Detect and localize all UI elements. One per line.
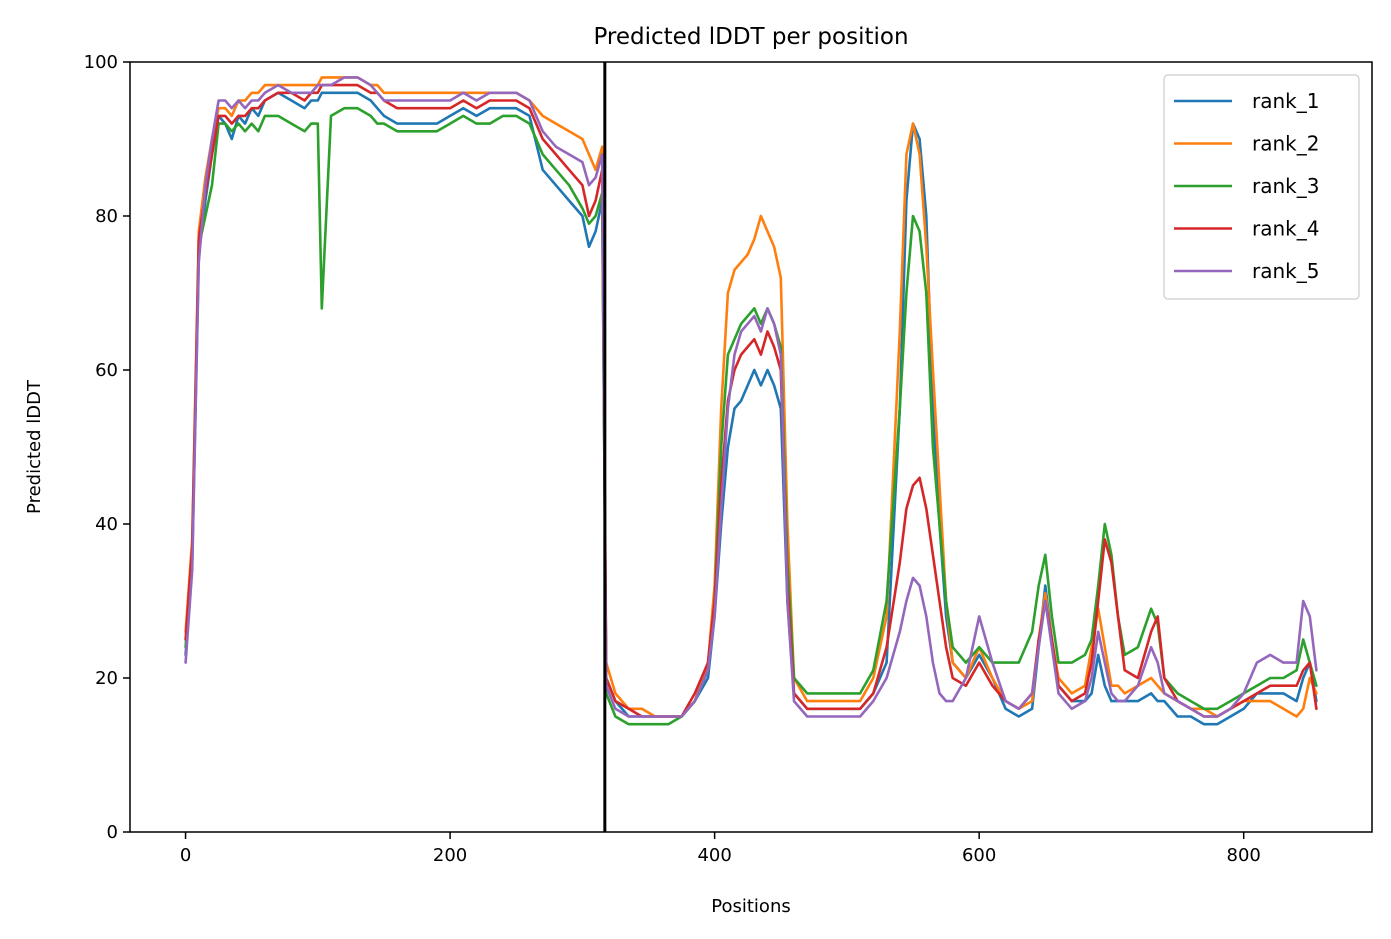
series-line-rank-1 — [184, 91, 1318, 726]
x-axis-label: Positions — [711, 896, 790, 917]
legend-label: rank_3 — [1252, 174, 1319, 198]
x-axis: 0 200 400 600 800 — [180, 832, 1261, 866]
x-tick-label: 200 — [433, 845, 467, 866]
y-tick-label: 100 — [84, 52, 118, 73]
axes-frame — [129, 61, 1373, 833]
y-axis: 0 20 40 60 80 100 — [84, 52, 130, 843]
legend-label: rank_5 — [1252, 259, 1319, 283]
chart-title: Predicted lDDT per position — [593, 24, 908, 50]
x-tick-label: 400 — [697, 845, 731, 866]
x-tick-label: 0 — [180, 845, 191, 866]
y-tick-label: 40 — [95, 514, 118, 535]
legend-label: rank_2 — [1252, 132, 1319, 156]
y-axis-label: Predicted lDDT — [24, 379, 45, 514]
x-tick-label: 600 — [962, 845, 996, 866]
y-tick-label: 80 — [95, 206, 118, 227]
y-tick-label: 60 — [95, 360, 118, 381]
y-tick-label: 20 — [95, 668, 118, 689]
series-line-rank-2 — [184, 76, 1318, 718]
legend-box — [1163, 74, 1360, 300]
series-line-rank-3 — [184, 106, 1318, 726]
legend-label: rank_1 — [1252, 89, 1319, 113]
legend: rank_1 rank_2 rank_3 rank_4 rank_5 — [1163, 74, 1360, 300]
legend-label: rank_4 — [1252, 217, 1319, 241]
series-lines — [184, 62, 1318, 832]
y-tick-label: 0 — [107, 822, 118, 843]
x-tick-label: 800 — [1227, 845, 1261, 866]
series-line-rank-5 — [184, 76, 1318, 718]
